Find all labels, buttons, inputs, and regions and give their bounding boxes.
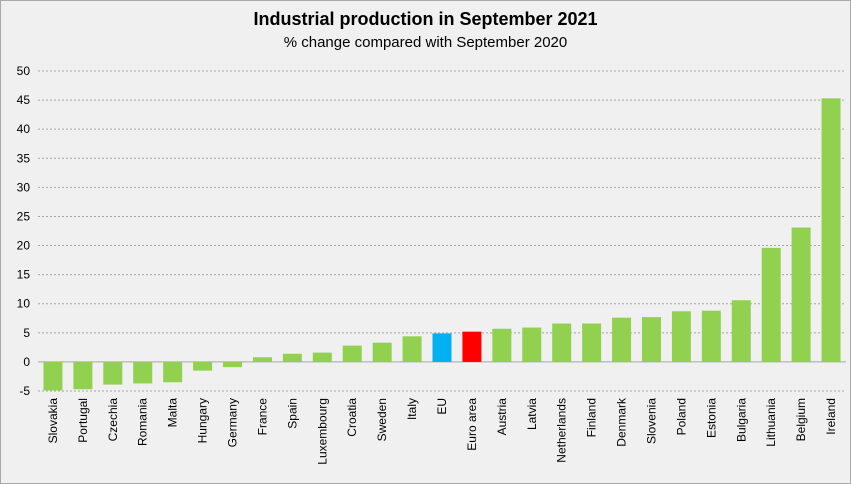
x-axis: Slovakia Portugal Czechia Romania Malta Hunga… [46, 397, 838, 465]
x-tick-label: France [255, 398, 269, 436]
x-tick-label: Austria [495, 398, 509, 436]
x-tick-label: Finland [585, 398, 599, 437]
y-tick-label: 40 [17, 122, 31, 136]
bar-finland [582, 323, 602, 362]
bar-latvia [522, 327, 542, 362]
y-tick-label: 35 [17, 151, 31, 165]
x-tick-label: Portugal [76, 398, 90, 443]
bar-germany [223, 361, 243, 368]
y-tick-label: 15 [17, 268, 31, 282]
bar-croatia [342, 345, 362, 362]
bar-ireland [821, 98, 841, 362]
x-tick-label: Malta [166, 398, 180, 428]
x-tick-label: Sweden [375, 398, 389, 441]
bar-poland [671, 311, 691, 362]
bar-slovenia [641, 317, 661, 362]
x-tick-label: Belgium [794, 398, 808, 441]
bar-italy [402, 336, 422, 362]
x-tick-label: Slovakia [46, 398, 60, 444]
bar-bulgaria [731, 300, 751, 362]
x-tick-label: Germany [226, 398, 240, 447]
bars [43, 98, 841, 391]
bar-czechia [103, 361, 123, 385]
y-tick-label: 0 [23, 355, 30, 369]
bar-eu [432, 333, 452, 362]
bar-lithuania [761, 247, 781, 362]
y-tick-label: 10 [17, 297, 31, 311]
x-tick-label: Poland [674, 398, 688, 435]
bar-hungary [193, 361, 213, 371]
bar-netherlands [552, 323, 572, 362]
x-tick-label: Estonia [704, 398, 718, 438]
x-tick-label: Slovenia [644, 398, 658, 444]
x-tick-label: Spain [285, 398, 299, 429]
bar-sweden [372, 342, 392, 362]
x-tick-label: Croatia [345, 398, 359, 437]
bar-austria [492, 328, 512, 362]
x-tick-label: Czechia [106, 398, 120, 442]
bar-euro-area [462, 331, 482, 362]
bar-france [252, 357, 272, 362]
y-tick-label: -5 [19, 384, 30, 398]
y-tick-label: 45 [17, 93, 31, 107]
bar-slovakia [43, 361, 63, 391]
y-axis: -5 0 5 10 15 20 25 30 35 40 45 50 [17, 64, 31, 398]
y-tick-label: 25 [17, 209, 31, 223]
bar-portugal [73, 361, 93, 390]
bar-spain [282, 353, 302, 362]
x-tick-label: Hungary [196, 398, 210, 443]
bar-denmark [612, 317, 632, 362]
x-tick-label: Italy [405, 398, 419, 420]
x-tick-label: Euro area [465, 398, 479, 451]
x-tick-label: EU [435, 398, 449, 415]
bar-malta [163, 361, 183, 383]
x-tick-label: Bulgaria [734, 398, 748, 442]
x-tick-label: Ireland [824, 398, 838, 435]
bar-estonia [701, 310, 721, 362]
y-tick-label: 5 [23, 326, 30, 340]
chart-title: Industrial production in September 2021 [253, 9, 598, 29]
x-tick-label: Denmark [615, 397, 629, 447]
x-tick-label: Latvia [525, 398, 539, 430]
bar-belgium [791, 227, 811, 362]
y-tick-label: 20 [17, 239, 31, 253]
bar-luxembourg [312, 352, 332, 362]
chart-subtitle: % change compared with September 2020 [283, 34, 568, 51]
x-tick-label: Netherlands [555, 398, 569, 463]
y-tick-label: 30 [17, 180, 31, 194]
y-tick-label: 50 [17, 64, 31, 78]
x-tick-label: Lithuania [764, 398, 778, 447]
x-tick-label: Luxembourg [315, 398, 329, 465]
bar-romania [133, 361, 153, 384]
x-tick-label: Romania [136, 398, 150, 446]
